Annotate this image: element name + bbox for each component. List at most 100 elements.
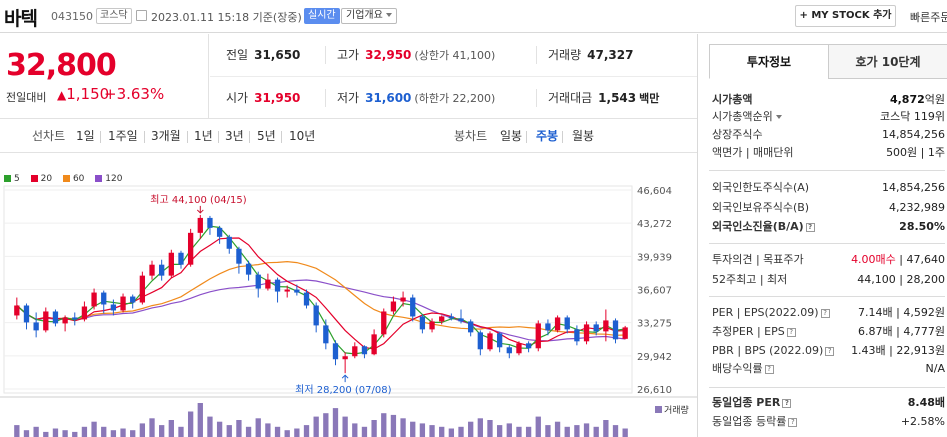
eeps-number: 4,777원 <box>903 325 945 338</box>
candle-body <box>159 264 165 276</box>
chevron-down-icon <box>385 13 392 17</box>
period-1w[interactable]: 1주일 <box>108 129 138 143</box>
period-1y[interactable]: 1년 <box>194 129 213 143</box>
volume-bar <box>448 428 455 437</box>
volume-bar <box>33 426 39 437</box>
legend-label: 20 <box>40 174 53 184</box>
divider <box>249 131 250 143</box>
candle-body <box>323 325 329 344</box>
y-tick-label: 43,272 <box>637 219 672 230</box>
amount-label: 거래대금 <box>548 91 593 105</box>
diff-value: ▲1,150 <box>57 85 109 103</box>
volume-bar <box>381 413 387 437</box>
per-number: 7.14배 <box>858 306 893 319</box>
prev-close-label: 전일 <box>226 48 249 62</box>
help-icon[interactable]: ? <box>788 417 798 427</box>
market-cap-label: 시가총액 <box>712 93 753 106</box>
quick-order-link[interactable]: 빠른주문 <box>910 11 947 24</box>
volume-bar <box>245 426 252 437</box>
help-icon[interactable]: ? <box>805 222 815 232</box>
volume-bar <box>265 423 271 437</box>
volume-bar <box>525 426 532 437</box>
per-label-text: PER | EPS(2022.09) <box>712 306 819 319</box>
candle-body <box>72 317 78 320</box>
candle-weekly[interactable]: 주봉 <box>536 129 559 143</box>
volume-bar <box>110 430 117 437</box>
volume-bar <box>216 421 223 437</box>
candle-daily[interactable]: 일봉 <box>500 129 523 143</box>
volume-bar <box>574 425 580 437</box>
candle-body <box>419 316 426 330</box>
y-tick-label: 26,610 <box>637 385 672 396</box>
candle-body <box>265 279 271 289</box>
y-tick-label: 36,607 <box>637 286 672 297</box>
help-icon[interactable]: ? <box>820 308 830 318</box>
chevron-down-icon[interactable] <box>775 115 782 119</box>
current-price: 32,800 <box>6 48 117 83</box>
chart-legend: 5 20 60 120 <box>4 174 130 184</box>
legend-swatch <box>62 175 70 182</box>
high-value: 32,950 <box>365 48 412 62</box>
candle-body <box>226 236 232 249</box>
candle-body <box>516 343 522 354</box>
legend-swatch <box>95 175 103 182</box>
eper-label-text: 추정PER | EPS <box>712 325 785 338</box>
legend-ma60: 60 <box>62 174 84 184</box>
volume-bar <box>236 420 242 437</box>
candle-body <box>352 346 358 357</box>
sector-rate-value: +2.58% <box>900 415 945 428</box>
company-info-dropdown[interactable]: 기업개요 <box>341 8 397 24</box>
candle-body <box>332 343 339 360</box>
trade-amount: 거래대금 1,543 백만 <box>548 77 659 119</box>
candle-body <box>303 292 310 306</box>
calendar-icon <box>136 10 147 21</box>
stats-row-2: 시가 31,950 저가 31,600 (하한가 22,200) 거래대금 1,543 백… <box>210 76 697 118</box>
low-price: 저가 31,600 (하한가 22,200) <box>337 77 495 119</box>
candle-body <box>197 217 203 233</box>
y-tick-label: 29,942 <box>637 352 672 363</box>
candle-chart-label: 봉차트 <box>454 129 488 143</box>
tab-investment-info[interactable]: 투자정보 <box>709 44 829 79</box>
volume-bar <box>313 416 319 437</box>
period-3m[interactable]: 3개월 <box>151 129 181 143</box>
eps-number: 4,592원 <box>903 306 945 319</box>
pbr-number: 1.43배 <box>851 344 886 357</box>
per-label: PER | EPS(2022.09)? <box>712 304 830 321</box>
low-value: 31,600 <box>365 91 412 105</box>
volume-bar <box>545 425 551 437</box>
y-tick-label: 33,275 <box>637 319 672 330</box>
opinion-row: 투자의견 | 목표주가 4.00매수 | 47,640 <box>712 251 945 268</box>
add-mystock-button[interactable]: + MY STOCK 추가 <box>795 5 896 27</box>
realtime-badge[interactable]: 실시간 <box>304 8 340 24</box>
volume-bar <box>139 423 146 437</box>
stock-code: 043150 <box>51 10 93 23</box>
lower-limit: (하한가 22,200) <box>414 92 496 105</box>
candle-monthly[interactable]: 월봉 <box>572 129 595 143</box>
help-icon[interactable]: ? <box>782 398 792 408</box>
high-annotation: 최고 44,100 (04/15) <box>150 194 246 206</box>
candle-body <box>216 227 223 237</box>
open-label: 시가 <box>226 91 249 105</box>
volume-bar <box>439 426 445 437</box>
period-10y[interactable]: 10년 <box>289 129 316 143</box>
help-icon[interactable]: ? <box>825 346 835 356</box>
period-1d[interactable]: 1일 <box>76 129 95 143</box>
open-price: 시가 31,950 <box>226 77 300 119</box>
help-icon[interactable]: ? <box>764 364 774 374</box>
volume-bar <box>72 431 78 437</box>
tab-orderbook[interactable]: 호가 10단계 <box>828 44 947 79</box>
candle-body <box>178 252 184 265</box>
divider <box>100 131 101 143</box>
dividend-label-text: 배당수익률 <box>712 362 763 375</box>
volume-bar <box>149 418 155 437</box>
period-3y[interactable]: 3년 <box>225 129 244 143</box>
help-icon[interactable]: ? <box>786 327 796 337</box>
period-5y[interactable]: 5년 <box>257 129 276 143</box>
prev-close-value: 31,650 <box>254 48 301 62</box>
divider <box>187 131 188 143</box>
candle-body <box>400 297 406 302</box>
candlestick-chart[interactable]: 46,604 43,272 39,939 36,607 33,275 29,942 26,6… <box>0 153 697 437</box>
candle-body <box>506 347 512 354</box>
w52-value: 44,100 | 28,200 <box>857 273 945 286</box>
rank-row: 시가총액순위 코스닥 119위 <box>712 108 945 125</box>
